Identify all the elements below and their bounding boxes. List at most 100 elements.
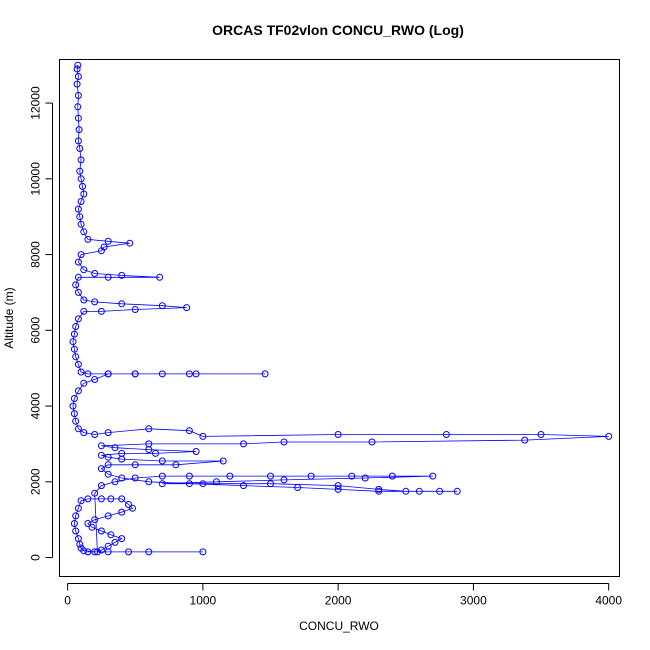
data-point bbox=[77, 175, 85, 183]
data-point bbox=[226, 472, 234, 480]
data-point bbox=[185, 480, 193, 488]
data-point bbox=[158, 302, 166, 310]
x-tick-label: 4000 bbox=[595, 594, 622, 608]
data-point bbox=[219, 457, 227, 465]
data-point bbox=[307, 472, 315, 480]
data-point bbox=[125, 501, 132, 508]
data-point bbox=[107, 531, 115, 539]
data-point bbox=[80, 307, 88, 315]
data-point bbox=[199, 480, 207, 488]
data-point bbox=[75, 126, 83, 134]
data-point bbox=[97, 307, 105, 315]
data-point bbox=[212, 478, 220, 486]
y-axis-label: Altitude (m) bbox=[2, 287, 16, 348]
x-tick-label: 0 bbox=[64, 594, 71, 608]
data-point bbox=[537, 431, 545, 438]
data-point bbox=[72, 527, 80, 535]
data-point bbox=[69, 402, 77, 410]
data-point bbox=[361, 474, 369, 482]
data-point bbox=[118, 271, 126, 279]
y-tick-label: 8000 bbox=[29, 241, 43, 268]
data-point bbox=[84, 548, 92, 556]
data-point bbox=[334, 482, 342, 490]
data-point bbox=[172, 461, 180, 469]
data-point bbox=[104, 273, 112, 281]
data-point bbox=[183, 304, 191, 312]
data-point bbox=[118, 535, 126, 543]
data-point bbox=[74, 61, 82, 69]
data-point bbox=[80, 296, 88, 304]
data-point bbox=[79, 182, 86, 190]
data-point bbox=[192, 370, 200, 378]
data-point bbox=[104, 470, 112, 478]
data-point bbox=[80, 266, 88, 274]
data-point bbox=[185, 370, 193, 378]
data-point bbox=[97, 465, 105, 473]
data-point bbox=[74, 315, 82, 323]
data-point bbox=[402, 487, 410, 495]
data-point bbox=[267, 480, 274, 488]
data-point bbox=[131, 306, 139, 313]
data-point bbox=[80, 228, 88, 236]
data-point bbox=[74, 387, 82, 395]
data-point bbox=[72, 323, 80, 330]
x-axis: 0 1000 2000 3000 4000 bbox=[64, 583, 622, 608]
data-point bbox=[72, 353, 80, 361]
y-tick-label: 6000 bbox=[29, 317, 43, 344]
y-tick-label: 2000 bbox=[29, 468, 43, 495]
data-point bbox=[388, 472, 396, 480]
y-tick-label: 0 bbox=[29, 554, 43, 561]
data-point bbox=[118, 495, 126, 503]
data-point bbox=[69, 338, 77, 346]
data-point bbox=[97, 527, 105, 535]
data-point bbox=[84, 495, 92, 503]
data-point bbox=[77, 544, 85, 552]
data-point bbox=[158, 370, 166, 378]
data-point bbox=[334, 431, 342, 438]
data-point bbox=[97, 546, 105, 554]
data-point bbox=[104, 512, 112, 520]
data-point bbox=[74, 504, 82, 512]
data-point bbox=[74, 425, 82, 433]
data-point bbox=[72, 512, 80, 520]
data-point bbox=[74, 360, 82, 368]
data-point bbox=[375, 485, 383, 493]
data-point bbox=[104, 429, 112, 437]
data-point bbox=[280, 438, 288, 446]
data-point bbox=[70, 410, 78, 418]
plot-area bbox=[69, 61, 613, 556]
data-point bbox=[111, 444, 119, 452]
data-point bbox=[104, 542, 112, 550]
data-point bbox=[91, 516, 99, 524]
data-point bbox=[74, 288, 82, 296]
data-point bbox=[158, 457, 166, 465]
data-point bbox=[145, 548, 153, 556]
data-point bbox=[158, 480, 166, 488]
data-point bbox=[104, 461, 112, 469]
data-point bbox=[605, 432, 613, 440]
data-point bbox=[74, 103, 82, 111]
data-point bbox=[436, 487, 444, 495]
data-point bbox=[280, 476, 288, 484]
data-point bbox=[152, 449, 159, 457]
data-point bbox=[240, 482, 247, 490]
data-point bbox=[72, 417, 80, 425]
data-point bbox=[91, 489, 99, 497]
y-tick-label: 12000 bbox=[29, 86, 43, 120]
data-point bbox=[97, 451, 105, 459]
data-point bbox=[80, 429, 88, 437]
data-point bbox=[74, 205, 82, 213]
x-tick-label: 3000 bbox=[460, 594, 487, 608]
data-point bbox=[145, 425, 153, 433]
data-point bbox=[185, 427, 193, 435]
data-point bbox=[118, 300, 126, 308]
data-point bbox=[77, 156, 85, 164]
data-point bbox=[156, 273, 164, 281]
data-point bbox=[70, 395, 78, 402]
data-point bbox=[334, 485, 342, 493]
data-point bbox=[74, 258, 82, 266]
data-point bbox=[70, 520, 78, 527]
data-point bbox=[91, 548, 99, 556]
data-point bbox=[267, 472, 274, 480]
